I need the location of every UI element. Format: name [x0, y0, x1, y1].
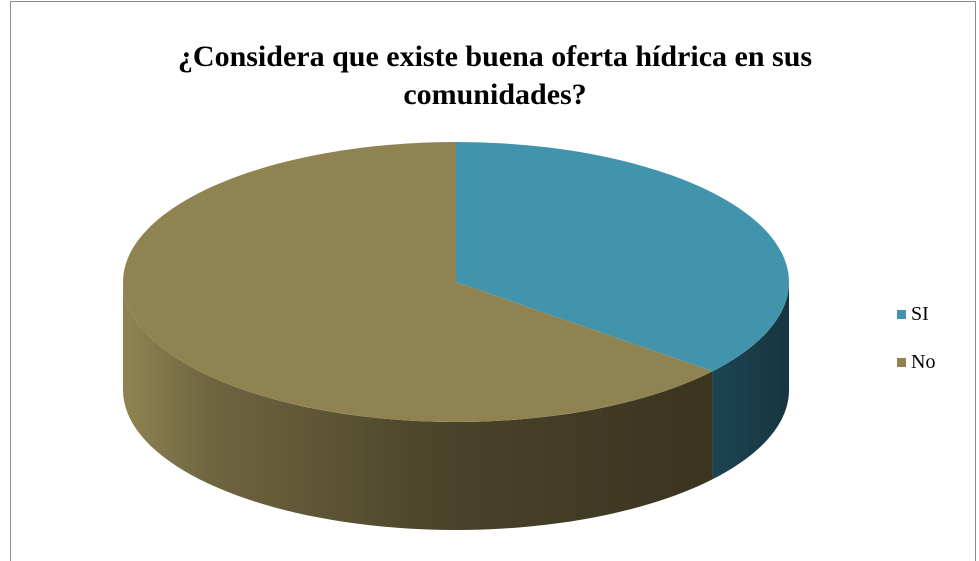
pie-sides: [123, 282, 789, 530]
pie-slice-no: [123, 142, 713, 422]
legend-item-si: SI: [897, 302, 935, 326]
legend-label-si: SI: [911, 302, 929, 325]
pie-slice-si: [456, 142, 790, 372]
legend-swatch-si: [897, 309, 906, 319]
legend: SI No: [897, 302, 935, 398]
pie-slices: [123, 142, 790, 422]
pie-side-no: [123, 282, 713, 530]
chart-title-line-2: comunidades?: [403, 78, 587, 111]
legend-swatch-no: [897, 357, 906, 367]
legend-label-no: No: [911, 350, 936, 373]
chart-title: ¿Considera que existe buena oferta hídri…: [0, 38, 979, 114]
pie-side-si: [712, 282, 789, 480]
legend-item-no: No: [897, 350, 935, 374]
chart-title-line-1: ¿Considera que existe buena oferta hídri…: [177, 40, 813, 73]
